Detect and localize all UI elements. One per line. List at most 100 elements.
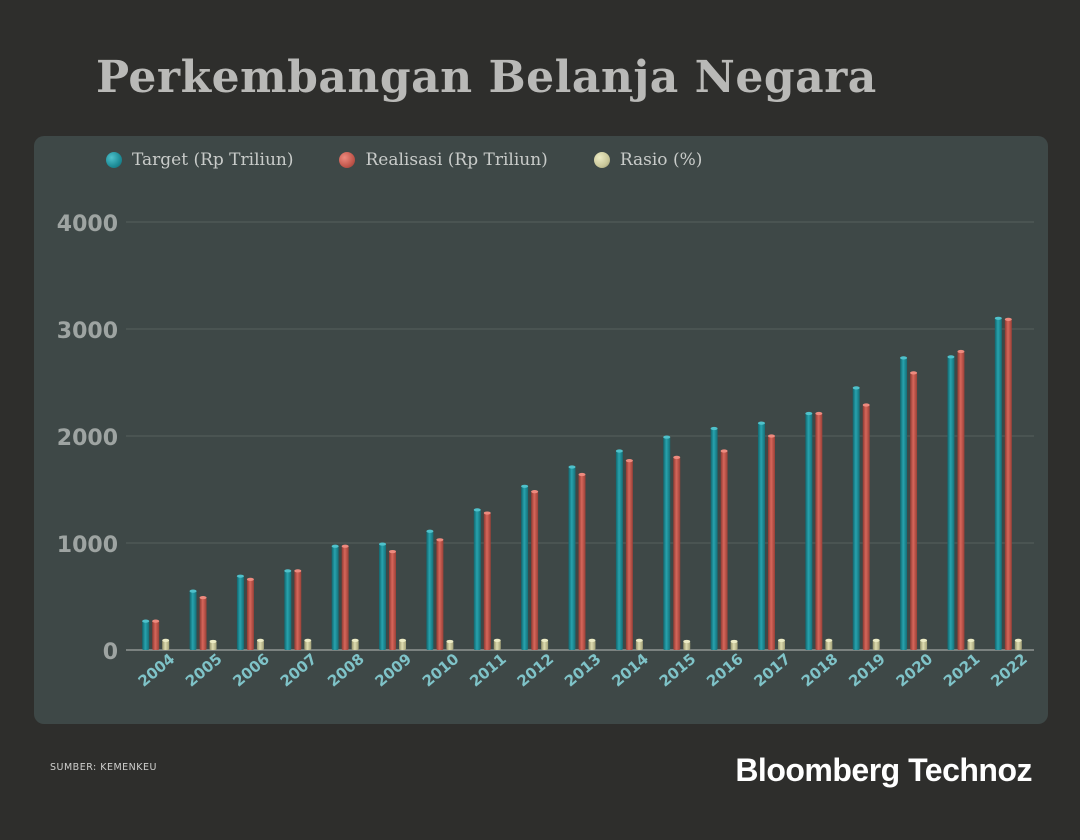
bar-cap-realisasi-2015 xyxy=(673,455,681,459)
bar-rasio-2013 xyxy=(588,640,596,650)
bar-realisasi-2021 xyxy=(957,351,965,650)
legend-item-rasio: Rasio (%) xyxy=(593,150,703,170)
bar-realisasi-2011 xyxy=(483,513,491,650)
bar-cap-realisasi-2018 xyxy=(815,411,823,416)
bar-realisasi-2007 xyxy=(294,570,302,650)
bar-target-2004 xyxy=(142,621,150,650)
bar-cap-realisasi-2013 xyxy=(578,472,586,477)
bar-rasio-2007 xyxy=(304,640,312,650)
bar-target-2021 xyxy=(947,356,955,650)
y-tick-label: 3000 xyxy=(57,319,118,344)
bar-cap-rasio-2010 xyxy=(446,639,454,644)
bar-cap-rasio-2017 xyxy=(777,638,785,642)
x-tick-label-2011: 2011 xyxy=(466,650,510,691)
bar-target-2015 xyxy=(663,437,671,650)
bar-cap-rasio-2021 xyxy=(967,638,975,642)
source-note: SUMBER: KEMENKEU xyxy=(50,762,157,773)
bar-cap-rasio-2014 xyxy=(635,638,643,642)
x-tick-label-2009: 2009 xyxy=(372,650,416,691)
bar-target-2019 xyxy=(852,387,860,650)
x-tick-label-2012: 2012 xyxy=(514,650,558,691)
bars-layer xyxy=(142,316,1022,650)
bar-cap-rasio-2011 xyxy=(493,638,501,642)
bar-cap-target-2007 xyxy=(284,569,292,573)
bar-realisasi-2017 xyxy=(767,436,775,650)
bar-rasio-2010 xyxy=(446,641,454,650)
bar-target-2014 xyxy=(615,450,623,650)
bar-cap-target-2010 xyxy=(426,529,434,533)
bar-realisasi-2014 xyxy=(625,460,633,650)
bar-cap-realisasi-2016 xyxy=(720,449,728,453)
bar-realisasi-2019 xyxy=(862,404,870,650)
bar-cap-realisasi-2009 xyxy=(389,549,397,554)
bar-cap-realisasi-2008 xyxy=(341,544,349,548)
bar-rasio-2019 xyxy=(872,640,880,650)
bar-cap-rasio-2012 xyxy=(541,638,549,642)
x-tick-label-2019: 2019 xyxy=(845,650,889,691)
legend-label-rasio: Rasio (%) xyxy=(619,150,703,170)
bar-cap-rasio-2005 xyxy=(209,639,217,644)
legend-item-realisasi: Realisasi (Rp Triliun) xyxy=(339,150,548,170)
page-title: Perkembangan Belanja Negara xyxy=(96,52,877,103)
x-tick-label-2014: 2014 xyxy=(608,650,652,691)
bar-cap-target-2006 xyxy=(236,574,244,578)
bar-cap-target-2019 xyxy=(852,386,860,390)
y-tick-label: 1000 xyxy=(57,533,118,558)
bar-rasio-2004 xyxy=(162,640,170,650)
x-tick-label-2017: 2017 xyxy=(750,650,794,691)
bar-target-2008 xyxy=(331,546,339,650)
bar-realisasi-2005 xyxy=(199,597,207,650)
bar-cap-rasio-2008 xyxy=(351,638,359,642)
bar-cap-rasio-2018 xyxy=(825,638,833,642)
bar-cap-realisasi-2004 xyxy=(152,619,160,623)
y-tick-label: 0 xyxy=(103,640,118,665)
bar-cap-rasio-2015 xyxy=(683,639,691,644)
bar-cap-target-2017 xyxy=(757,421,765,425)
bar-cap-rasio-2013 xyxy=(588,638,596,642)
bar-rasio-2018 xyxy=(825,640,833,650)
y-tick-label: 2000 xyxy=(57,426,118,451)
bar-cap-rasio-2019 xyxy=(872,638,880,642)
bar-target-2011 xyxy=(473,509,481,650)
bar-cap-target-2004 xyxy=(142,619,150,623)
brand-logo: Bloomberg Technoz xyxy=(735,752,1032,788)
bar-rasio-2022 xyxy=(1014,640,1022,650)
bar-target-2006 xyxy=(236,576,244,650)
bar-target-2020 xyxy=(900,357,908,650)
bar-cap-realisasi-2011 xyxy=(483,511,491,515)
bar-realisasi-2015 xyxy=(673,457,681,650)
bar-target-2010 xyxy=(426,531,434,650)
bar-rasio-2014 xyxy=(635,640,643,650)
bar-cap-target-2021 xyxy=(947,355,955,359)
bar-target-2016 xyxy=(710,428,718,650)
x-tick-label-2020: 2020 xyxy=(893,650,937,691)
bar-realisasi-2012 xyxy=(531,491,539,650)
bar-target-2013 xyxy=(568,467,576,650)
bar-realisasi-2009 xyxy=(389,551,397,650)
bar-target-2012 xyxy=(521,486,529,650)
bar-target-2018 xyxy=(805,413,813,650)
bar-cap-target-2009 xyxy=(379,542,387,546)
bar-cap-target-2015 xyxy=(663,435,671,439)
bar-rasio-2006 xyxy=(256,640,264,650)
bar-cap-realisasi-2005 xyxy=(199,595,207,600)
bar-cap-rasio-2022 xyxy=(1014,638,1022,642)
bar-realisasi-2008 xyxy=(341,546,349,650)
bar-rasio-2015 xyxy=(683,641,691,650)
x-tick-label-2022: 2022 xyxy=(987,650,1031,691)
x-tick-label-2005: 2005 xyxy=(182,650,226,691)
bar-target-2009 xyxy=(379,544,387,650)
bar-realisasi-2022 xyxy=(1004,319,1012,650)
bar-rasio-2020 xyxy=(920,640,928,650)
legend-swatch-realisasi xyxy=(339,152,356,168)
bar-cap-rasio-2006 xyxy=(256,638,264,642)
bar-cap-rasio-2004 xyxy=(162,638,170,642)
x-tick-label-2004: 2004 xyxy=(135,650,179,691)
legend-swatch-rasio xyxy=(593,152,610,168)
bar-rasio-2011 xyxy=(493,640,501,650)
chart-panel: Target (Rp Triliun) Realisasi (Rp Triliu… xyxy=(34,136,1048,724)
bar-realisasi-2020 xyxy=(910,372,918,650)
bar-realisasi-2010 xyxy=(436,539,444,650)
bar-cap-realisasi-2021 xyxy=(957,349,965,354)
bar-rasio-2009 xyxy=(399,640,407,650)
